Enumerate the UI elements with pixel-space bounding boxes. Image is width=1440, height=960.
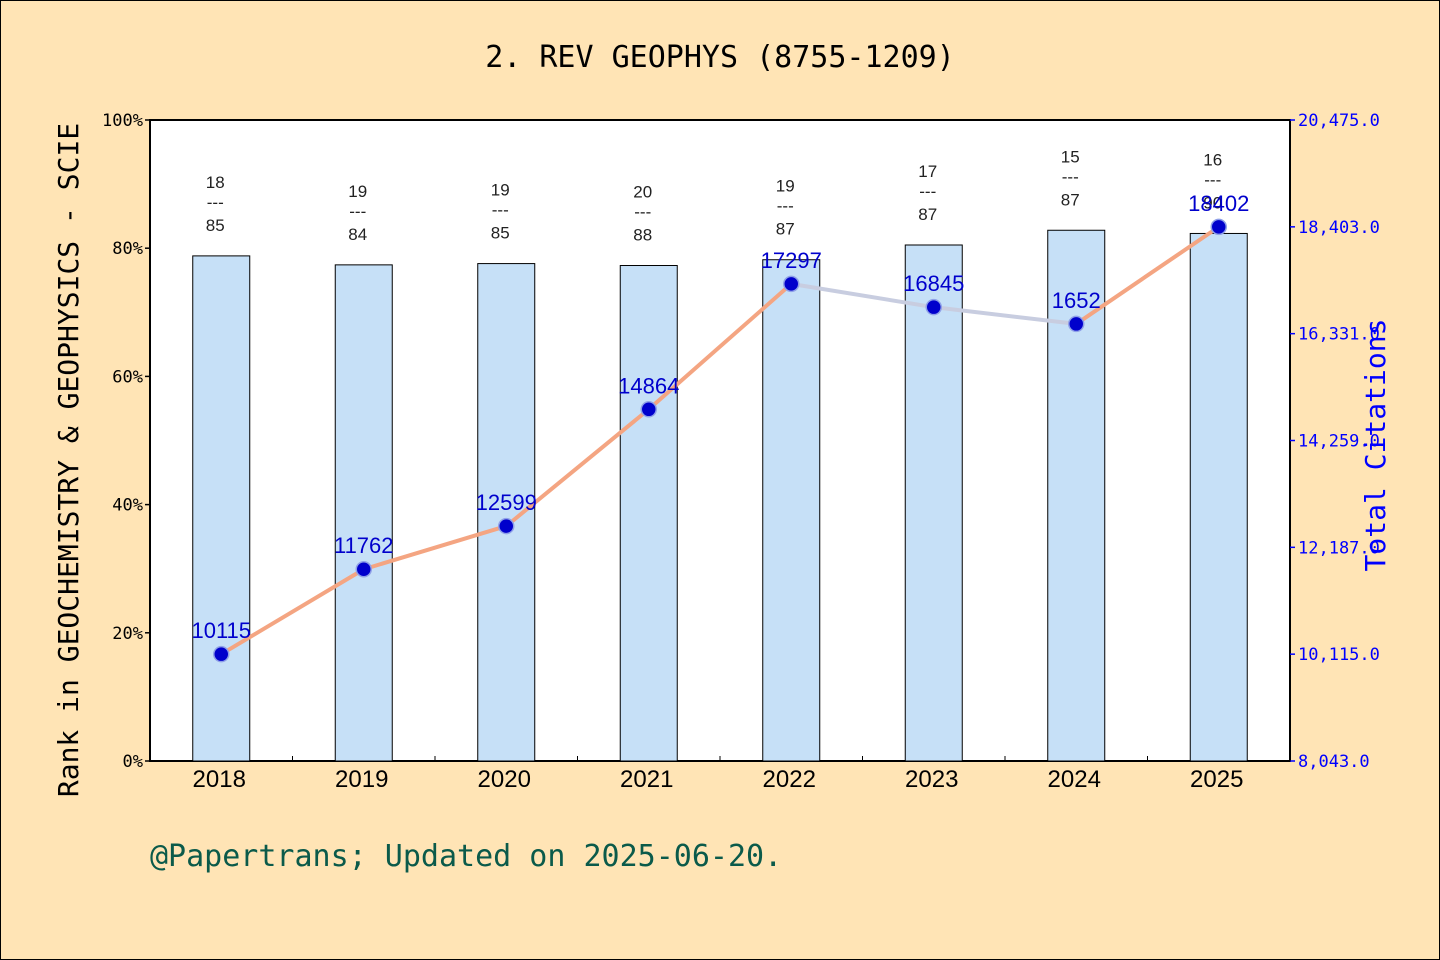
y2-tick-label: 10,115.0 [1298,645,1380,665]
bar-total-label: 90 [1203,193,1222,212]
bar-rank-separator: --- [207,193,224,212]
x-tick-label: 2018 [193,766,246,793]
chart-title: 2. REV GEOPHYS (8755-1209) [485,40,955,75]
citations-line-segment [931,305,1079,326]
plot-area [149,119,1291,762]
y-tick-label: 0% [123,752,143,772]
bar-2021 [619,265,678,762]
bar-rank-separator: --- [492,201,509,220]
bar-rank-label: 15 [1061,147,1080,166]
x-tick-label: 2020 [478,766,531,793]
citations-data-label: 10115 [191,618,251,643]
citations-line-segment [219,567,366,657]
bar-total-label: 87 [918,205,937,224]
bar-2023 [904,244,963,762]
citations-point-2025 [1210,218,1227,236]
citations-data-label: 18402 [1188,191,1249,216]
citations-data-label: 17297 [761,248,822,273]
bar-rank-separator: --- [777,197,794,216]
bar-2025 [1189,232,1248,762]
bar-rank-separator: --- [1204,170,1221,189]
y-axis-label: Rank in GEOCHEMISTRY & GEOPHYSICS - SCIE [52,123,85,797]
bar-rank-separator: --- [919,182,936,201]
x-tick-label: 2022 [763,766,816,793]
bar-rank-label: 17 [918,162,937,181]
citations-point-2023 [925,298,942,316]
citations-data-label: 1652 [1052,288,1101,313]
bar-rank-label: 16 [1203,150,1222,169]
bar-total-label: 87 [776,220,795,239]
citations-data-label: 12599 [476,490,537,515]
y2-tick-label: 14,259.0 [1298,432,1380,452]
citations-point-2020 [498,517,515,535]
bar-rank-separator: --- [634,203,651,222]
y2-tick-label: 16,331.0 [1298,325,1380,345]
y-tick-label: 100% [102,111,143,131]
bar-rank-label: 19 [776,177,795,196]
y-tick-label: 60% [112,367,143,387]
citations-line-segment [646,281,794,412]
citations-data-label: 14864 [618,373,679,398]
bar-rank-label: 20 [633,183,652,202]
bar-rank-separator: --- [349,202,366,221]
citations-line-segment [361,524,509,572]
y2-tick-label: 18,403.0 [1298,218,1380,238]
x-tick-label: 2021 [620,766,673,793]
y-tick-label: 80% [112,239,143,259]
bar-labels-group: 18---8519---8419---8520---8819---8717---… [206,147,1222,244]
bar-total-label: 87 [1061,190,1080,209]
citations-line-segment [1074,224,1221,326]
bar-total-label: 88 [633,226,652,245]
citations-point-2022 [783,275,800,293]
axes-group: 0% 20% 40% 60% 80% 100% 8,043.0 10,115.0 12,187.… [102,111,1380,793]
citations-line-group: 10115 11762 12599 14864 17297 16845 1652 18402 [191,191,1249,663]
y2-tick-label: 12,187.0 [1298,538,1380,558]
citations-line-segment [504,407,651,529]
citations-point-2021 [640,401,657,418]
citations-data-label: 16845 [903,271,964,296]
bar-total-label: 84 [348,225,367,244]
citations-line-segment [789,281,936,310]
citations-data-label: 11762 [334,533,394,558]
bar-2018 [192,255,251,762]
y2-axis-label: Total Citations [1359,319,1392,572]
bar-total-label: 85 [206,216,225,235]
bar-total-label: 85 [491,224,510,243]
citations-point-2019 [355,560,372,578]
bar-rank-label: 19 [348,182,367,201]
bar-2019 [334,264,393,762]
bar-rank-label: 19 [491,181,510,200]
footer-note: @Papertrans; Updated on 2025-06-20. [150,839,782,874]
y-tick-label: 20% [112,624,143,644]
y2-tick-label: 20,475.0 [1298,111,1380,131]
x-tick-label: 2025 [1190,766,1243,793]
bar-rank-separator: --- [1062,167,1079,186]
bar-2022 [762,259,821,762]
bar-rank-label: 18 [206,173,225,192]
citations-point-2024 [1068,315,1085,333]
x-tick-label: 2024 [1048,766,1101,793]
y-tick-label: 40% [112,496,143,516]
y2-tick-label: 8,043.0 [1298,752,1370,772]
citations-point-2018 [213,645,230,663]
x-tick-label: 2023 [905,766,958,793]
x-tick-label: 2019 [335,766,388,793]
